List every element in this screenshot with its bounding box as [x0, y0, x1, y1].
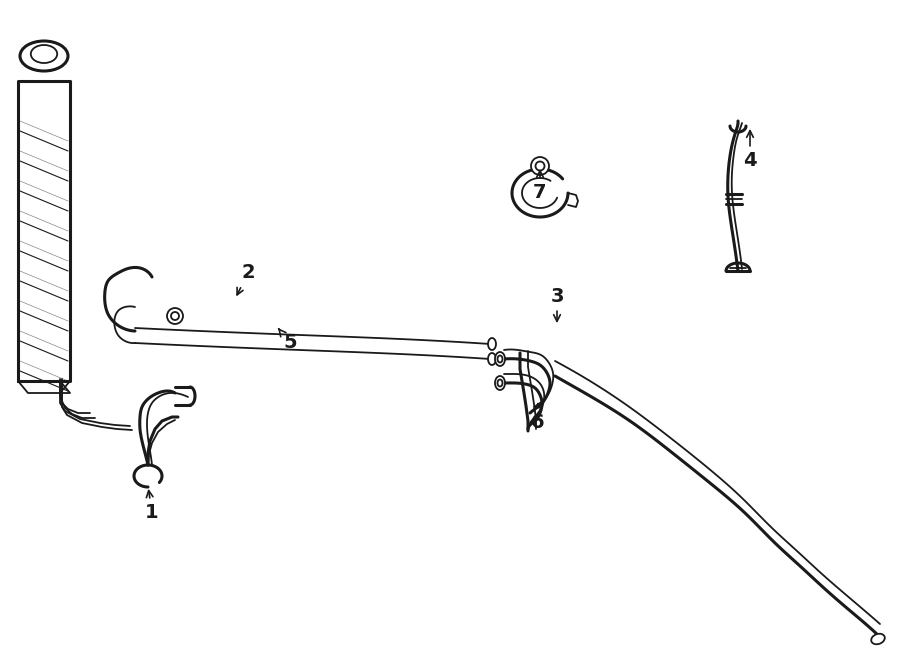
Text: 5: 5 [279, 329, 297, 352]
Ellipse shape [31, 45, 58, 63]
Ellipse shape [495, 376, 505, 390]
Text: 2: 2 [237, 264, 255, 295]
Ellipse shape [498, 356, 502, 362]
Text: 1: 1 [145, 490, 158, 522]
Ellipse shape [495, 352, 505, 366]
Text: 4: 4 [743, 131, 757, 171]
Text: 7: 7 [533, 171, 547, 202]
Circle shape [536, 161, 544, 171]
Ellipse shape [488, 338, 496, 350]
Text: 6: 6 [531, 404, 544, 432]
Ellipse shape [871, 634, 885, 644]
Ellipse shape [20, 41, 68, 71]
Circle shape [531, 157, 549, 175]
Text: 3: 3 [550, 286, 563, 321]
Ellipse shape [488, 353, 496, 365]
Circle shape [167, 308, 183, 324]
Ellipse shape [498, 379, 502, 387]
Circle shape [171, 312, 179, 320]
